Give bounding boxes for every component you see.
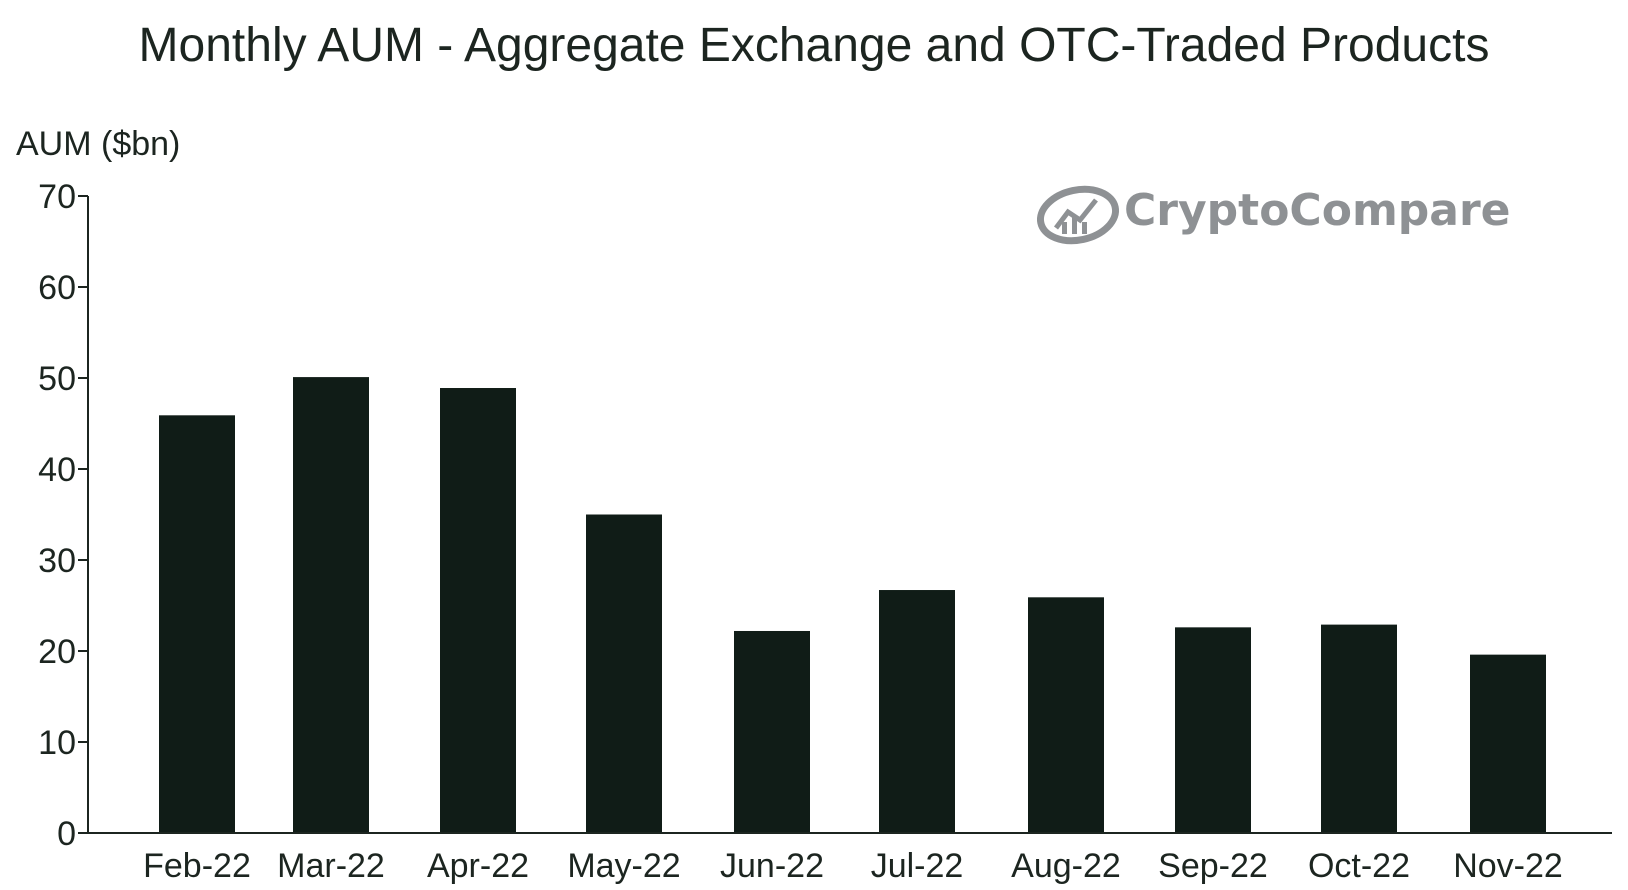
bar-sep-22 bbox=[1175, 627, 1251, 833]
x-tick-label: Sep-22 bbox=[1158, 847, 1268, 885]
bar-aug-22 bbox=[1028, 597, 1104, 833]
y-tick-label: 0 bbox=[57, 815, 76, 853]
y-tick-label: 70 bbox=[38, 178, 76, 216]
y-tick-label: 40 bbox=[38, 451, 76, 489]
watermark: CryptoCompare bbox=[1036, 185, 1511, 245]
crypto-compare-logo-icon bbox=[1036, 185, 1120, 245]
bar-oct-22 bbox=[1321, 624, 1397, 833]
y-tick-label: 10 bbox=[38, 724, 76, 762]
x-tick-label: Jun-22 bbox=[720, 847, 824, 885]
bar-nov-22 bbox=[1470, 654, 1546, 833]
x-axis-ticks: Feb-22 Mar-22 Apr-22 May-22 Jun-22 Jul-22 Aug-… bbox=[143, 847, 1563, 885]
bar-apr-22 bbox=[440, 388, 516, 833]
x-tick-label: May-22 bbox=[567, 847, 680, 885]
bar-mar-22 bbox=[293, 377, 369, 833]
y-axis-label: AUM ($bn) bbox=[16, 125, 180, 163]
x-tick-label: Oct-22 bbox=[1308, 847, 1410, 885]
y-tick-label: 50 bbox=[38, 360, 76, 398]
bar-jun-22 bbox=[734, 630, 810, 833]
chart-title: Monthly AUM - Aggregate Exchange and OTC… bbox=[138, 19, 1490, 72]
x-tick-label: Nov-22 bbox=[1453, 847, 1563, 885]
bar-may-22 bbox=[586, 514, 662, 833]
x-tick-label: Feb-22 bbox=[143, 847, 251, 885]
bar-feb-22 bbox=[159, 415, 235, 833]
y-tick-label: 30 bbox=[38, 542, 76, 580]
y-tick-label: 60 bbox=[38, 269, 76, 307]
x-tick-label: Apr-22 bbox=[427, 847, 529, 885]
y-axis-ticks: 0 10 20 30 40 50 60 70 bbox=[38, 178, 88, 853]
bar-jul-22 bbox=[879, 590, 955, 833]
bar-series bbox=[159, 377, 1546, 833]
watermark-text: CryptoCompare bbox=[1124, 185, 1511, 236]
x-tick-label: Jul-22 bbox=[871, 847, 964, 885]
x-tick-label: Aug-22 bbox=[1011, 847, 1121, 885]
x-tick-label: Mar-22 bbox=[277, 847, 385, 885]
y-tick-label: 20 bbox=[38, 633, 76, 671]
